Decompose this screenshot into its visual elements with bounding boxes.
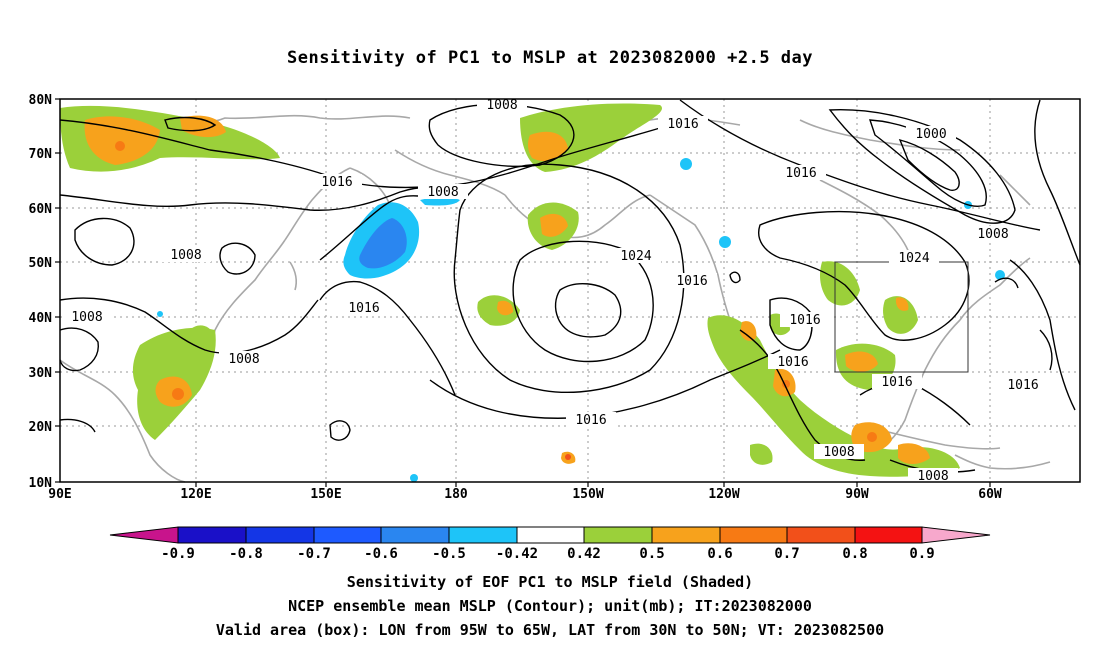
contour-label: 1016	[881, 375, 912, 390]
contour-label: 1016	[676, 274, 707, 289]
colorbar-cell	[854, 526, 923, 544]
contour-label: 1008	[823, 445, 854, 460]
lat-axis: 80N 70N 60N 50N 40N 30N 20N 10N	[29, 93, 53, 491]
map-title: Sensitivity of PC1 to MSLP at 2023082000…	[286, 48, 813, 68]
contour-label: 1000	[915, 127, 946, 142]
colorbar-cell	[380, 526, 450, 544]
colorbar-cell	[786, 526, 856, 544]
colorbar-label: 0.5	[639, 546, 664, 562]
contour-label: 1016	[1007, 378, 1038, 393]
colorbar-label: 0.9	[909, 546, 934, 562]
contour-label: 1024	[620, 249, 651, 264]
colorbar-cell	[245, 526, 315, 544]
plot-frame	[59, 98, 1081, 483]
colorbar-label: -0.5	[432, 546, 466, 562]
colorbar: -0.9 -0.8 -0.7 -0.6 -0.5 -0.42 0.42 0.5 …	[109, 526, 991, 562]
contour-label: 1008	[917, 469, 948, 484]
mslp-contours	[59, 99, 1081, 473]
lat-tick-label: 10N	[29, 476, 53, 491]
contour-label: 1024	[898, 251, 929, 266]
contour-label: 1016	[777, 355, 808, 370]
lat-tick-label: 40N	[29, 311, 53, 326]
lon-tick-label: 120E	[180, 487, 211, 502]
colorbar-cell	[177, 526, 247, 544]
colorbar-cell	[651, 526, 721, 544]
colorbar-cell	[448, 526, 518, 544]
caption-line-1: Sensitivity of EOF PC1 to MSLP field (Sh…	[346, 573, 754, 591]
lat-tick-label: 20N	[29, 420, 53, 435]
lon-tick-label: 90W	[845, 487, 869, 502]
axis-ticks	[55, 98, 991, 487]
contour-label: 1016	[348, 301, 379, 316]
contour-label: 1016	[321, 175, 352, 190]
lat-tick-label: 50N	[29, 256, 53, 271]
colorbar-label: 0.6	[707, 546, 732, 562]
lat-tick-label: 80N	[29, 93, 53, 108]
colorbar-end-high	[921, 526, 991, 544]
colorbar-label: -0.9	[161, 546, 195, 562]
contour-label: 1008	[71, 310, 102, 325]
caption-line-3: Valid area (box): LON from 95W to 65W, L…	[215, 621, 885, 639]
colorbar-label: -0.6	[364, 546, 398, 562]
lon-tick-label: 150W	[572, 487, 603, 502]
contour-label: 1008	[170, 248, 201, 263]
colorbar-cell	[583, 526, 653, 544]
lon-tick-label: 180	[444, 487, 468, 502]
colorbar-label: -0.7	[297, 546, 331, 562]
contour-label: 1008	[486, 98, 517, 113]
lon-tick-label: 60W	[978, 487, 1002, 502]
colorbar-cell	[719, 526, 788, 544]
colorbar-label: -0.42	[496, 546, 538, 562]
lat-tick-label: 30N	[29, 366, 53, 381]
contour-label: 1016	[789, 313, 820, 328]
contour-label: 1016	[785, 166, 816, 181]
lon-tick-label: 90E	[48, 487, 71, 502]
colorbar-label: 0.8	[842, 546, 867, 562]
contour-label-group: 1008 1016 1000 1008 1016 1008 1024 1016 …	[62, 97, 1048, 484]
contour-label: 1016	[575, 413, 606, 428]
contour-label: 1008	[228, 352, 259, 367]
lon-tick-label: 120W	[708, 487, 739, 502]
lat-tick-label: 60N	[29, 202, 53, 217]
colorbar-label: 0.7	[774, 546, 799, 562]
colorbar-label: -0.8	[229, 546, 263, 562]
caption-line-2: NCEP ensemble mean MSLP (Contour); unit(…	[288, 597, 812, 615]
lon-axis: 90E 120E 150E 180 150W 120W 90W 60W	[48, 487, 1002, 502]
colorbar-end-low	[109, 526, 179, 544]
contour-label: 1008	[427, 185, 458, 200]
colorbar-cell	[516, 526, 585, 544]
colorbar-cell	[313, 526, 382, 544]
contour-label: 1008	[977, 227, 1008, 242]
lon-tick-label: 150E	[310, 487, 341, 502]
lat-tick-label: 70N	[29, 147, 53, 162]
contour-label: 1016	[667, 117, 698, 132]
colorbar-label: 0.42	[567, 546, 601, 562]
